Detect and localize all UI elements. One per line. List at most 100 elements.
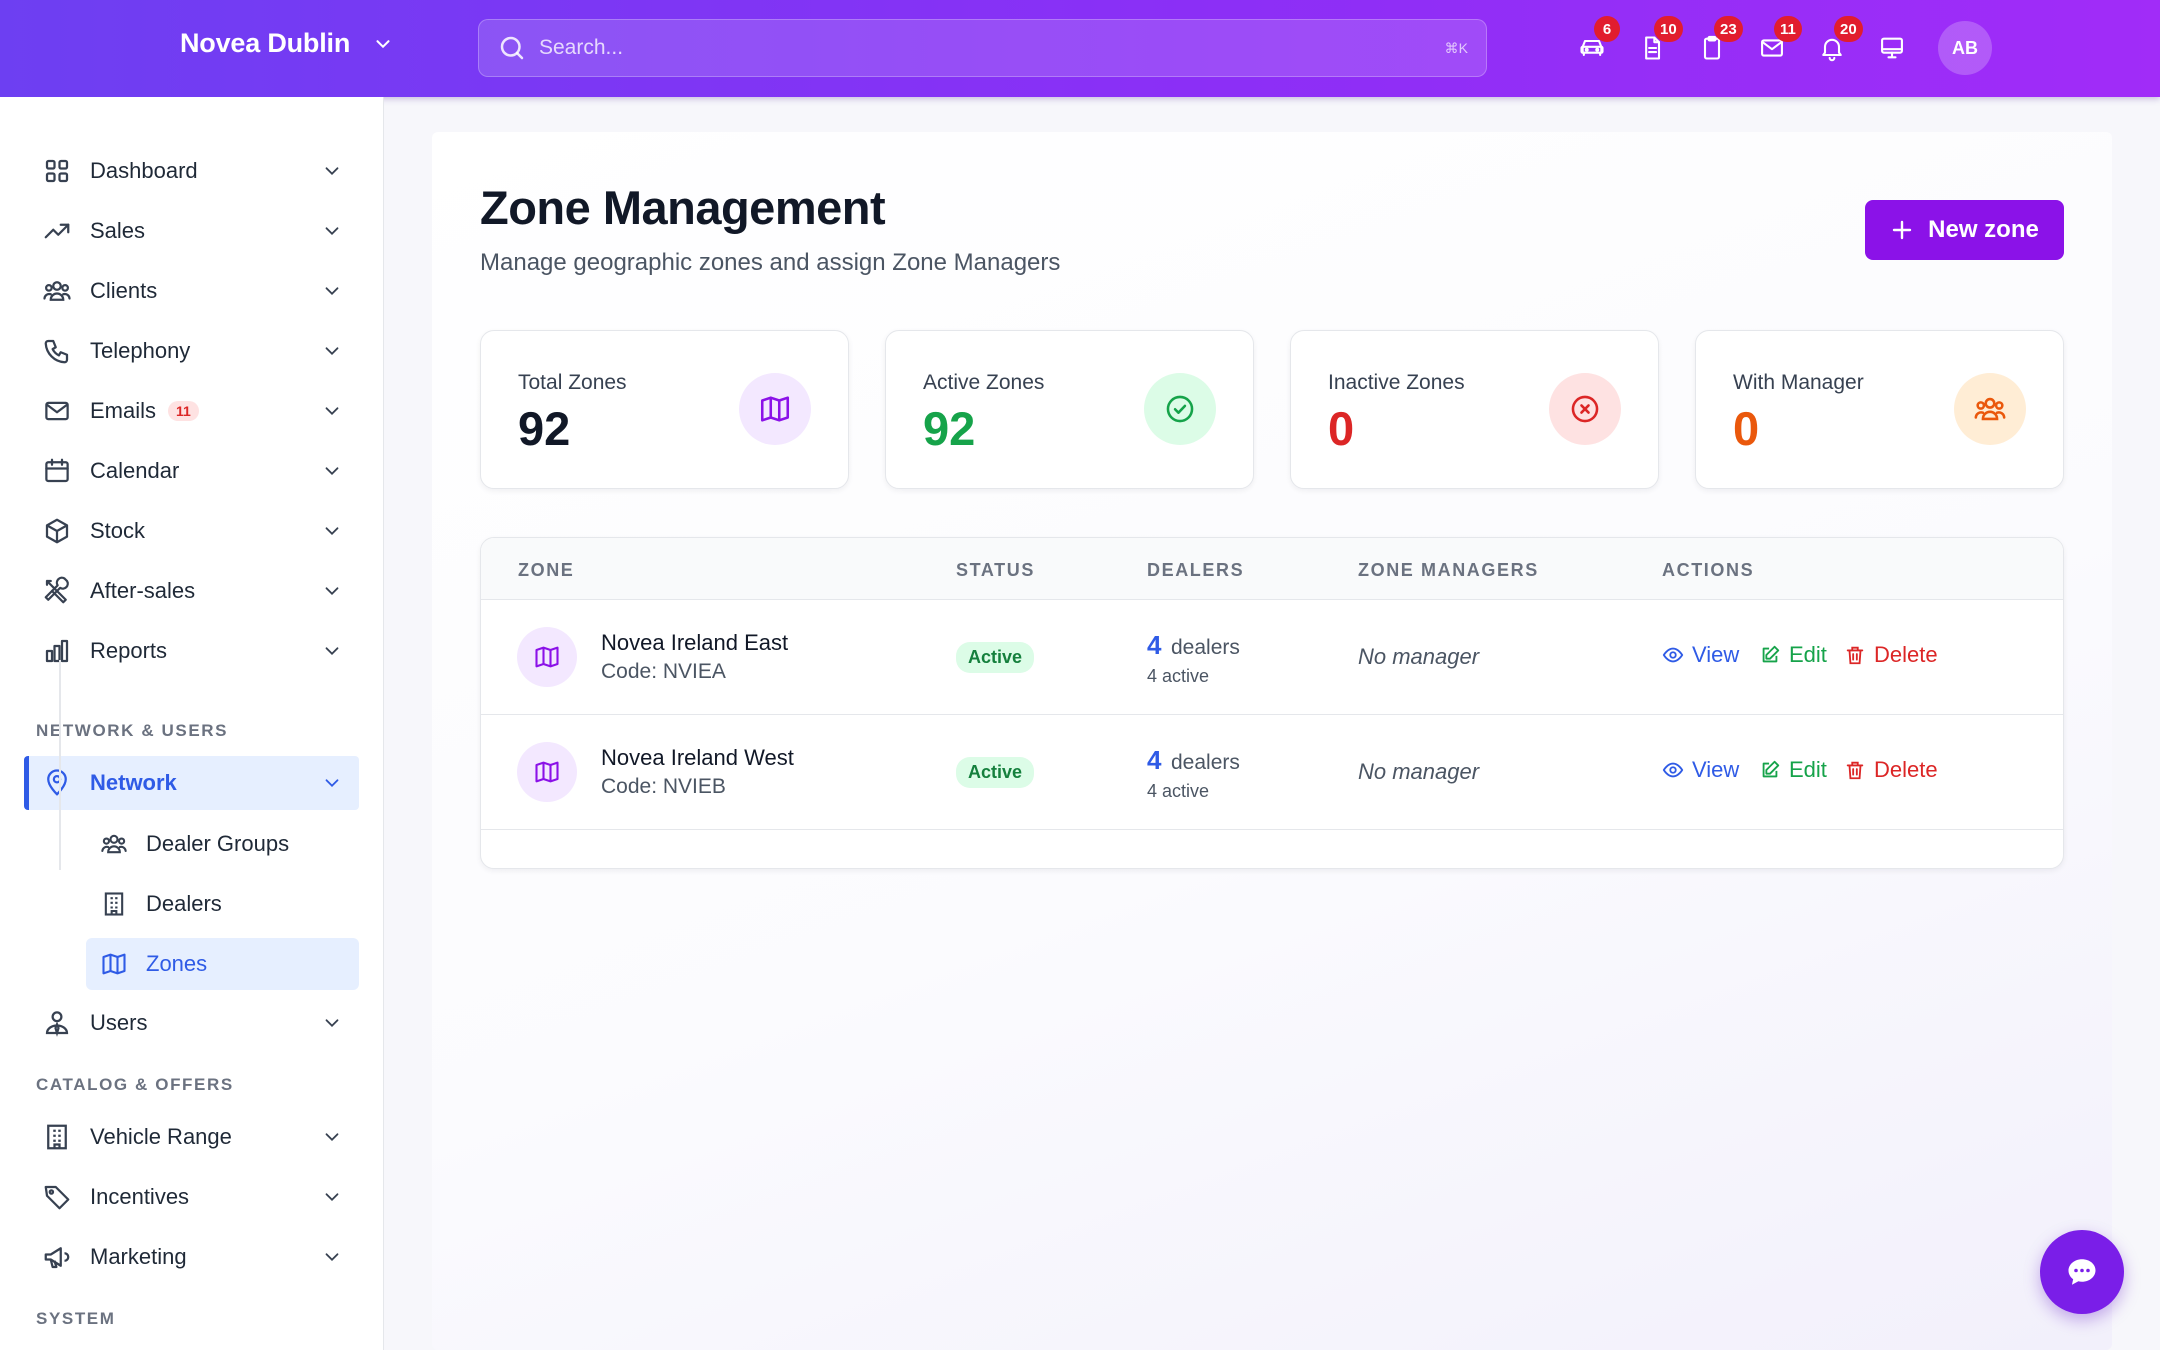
sidebar-item-label: Marketing (90, 1244, 187, 1269)
sidebar-item-incentives[interactable]: Incentives (24, 1170, 359, 1224)
chevron-down-icon (325, 467, 339, 476)
sidebar-subitem-zones[interactable]: Zones (86, 938, 359, 990)
zones-table: ZONE STATUS DEALERS ZONE MANAGERS ACTION… (480, 537, 2064, 869)
users-icon (1974, 397, 2006, 421)
new-zone-label: New zone (1928, 216, 2039, 243)
sidebar-subitem-label: Dealer Groups (146, 831, 290, 856)
chevron-down-icon (325, 1193, 339, 1202)
view-label: View (1692, 757, 1740, 782)
tools-icon (44, 576, 69, 604)
sidebar-item-label: Dashboard (90, 158, 198, 183)
sidebar-subitem-dealers[interactable]: Dealers (86, 878, 359, 930)
delete-button[interactable]: Delete (1844, 757, 1938, 783)
stat-card-inactive-zones: Inactive Zones 0 (1290, 330, 1659, 489)
tasks-button[interactable]: 23 (1682, 16, 1743, 72)
sidebar-item-marketing[interactable]: Marketing (24, 1230, 359, 1284)
sidebar-subitem-dealer-groups[interactable]: Dealer Groups (86, 818, 359, 870)
status-badge: Active (956, 642, 1035, 673)
notifications-button[interactable]: 20 (1802, 16, 1863, 72)
monitor-icon (1881, 37, 1903, 59)
sidebar-item-label: Incentives (90, 1184, 190, 1209)
stat-label: With Manager (1733, 371, 1864, 394)
sidebar (0, 97, 384, 1350)
view-button[interactable]: View (1662, 642, 1739, 668)
chevron-down-icon (325, 1253, 339, 1262)
sidebar-item-dashboard[interactable]: Dashboard (24, 144, 359, 198)
notification-badge: 10 (1654, 16, 1683, 42)
sidebar-item-label: Clients (90, 278, 158, 303)
map-icon (760, 396, 790, 422)
emails-count-badge: 11 (168, 401, 199, 421)
stat-card-with-manager: With Manager 0 (1695, 330, 2064, 489)
top-icon-bar: 6 10 23 11 20 (1562, 16, 1922, 72)
dealers-active: 4 active (1147, 666, 1210, 686)
chevron-down-icon (325, 1019, 339, 1028)
chevron-down-icon (325, 407, 339, 416)
chevron-down-icon (325, 1133, 339, 1142)
sidebar-item-sales[interactable]: Sales (24, 204, 359, 258)
workspace-switcher[interactable]: Novea Dublin (180, 28, 394, 59)
user-avatar[interactable]: AB (1938, 21, 1992, 75)
column-header-status: STATUS (956, 560, 1035, 580)
messages-button[interactable]: 11 (1742, 16, 1802, 72)
edit-label: Edit (1789, 642, 1827, 667)
chevron-down-icon (325, 527, 339, 536)
trash-icon (1846, 646, 1864, 665)
documents-button[interactable]: 10 (1622, 16, 1683, 72)
edit-button[interactable]: Edit (1759, 757, 1827, 783)
sidebar-item-label: Stock (90, 518, 146, 543)
new-zone-button[interactable]: New zone (1865, 200, 2064, 260)
sidebar-item-label: Reports (90, 638, 168, 663)
delete-button[interactable]: Delete (1844, 642, 1938, 668)
display-button[interactable] (1862, 24, 1922, 72)
car-icon-button[interactable]: 6 (1562, 16, 1622, 72)
sidebar-item-users[interactable]: Users (24, 996, 359, 1050)
sidebar-item-after-sales[interactable]: After-sales (24, 564, 359, 618)
view-button[interactable]: View (1662, 757, 1739, 783)
search-input[interactable] (539, 36, 1445, 60)
status-badge: Active (956, 757, 1035, 788)
section-label-catalog: CATALOG & OFFERS (36, 1075, 234, 1094)
dealers-label: dealers (1171, 636, 1240, 659)
sidebar-item-vehicle-range[interactable]: Vehicle Range (24, 1110, 359, 1164)
phone-icon (44, 339, 69, 364)
chevron-down-icon (325, 167, 339, 176)
chat-button[interactable] (2040, 1230, 2124, 1314)
trash-icon (1846, 761, 1864, 780)
sidebar-item-label: Emails (90, 398, 157, 423)
delete-label: Delete (1874, 757, 1938, 782)
search-bar[interactable]: ⌘K (478, 19, 1487, 77)
edit-button[interactable]: Edit (1759, 642, 1827, 668)
chevron-down-icon (325, 779, 339, 788)
brand-name: Novea Dublin (180, 28, 351, 58)
trending-up-icon (44, 223, 70, 239)
zone-name: Novea Ireland East (601, 630, 789, 655)
column-header-zone: ZONE (518, 560, 575, 580)
stat-label: Total Zones (518, 371, 627, 394)
edit-icon (1762, 760, 1780, 778)
notification-badge: 23 (1714, 16, 1743, 42)
stat-value: 92 (923, 402, 976, 455)
car-icon (1580, 39, 1604, 57)
x-circle-icon (1571, 395, 1599, 423)
sidebar-item-stock[interactable]: Stock (24, 504, 359, 558)
users-icon (101, 834, 127, 854)
sidebar-item-network[interactable]: Network (24, 756, 359, 810)
dealers-count: 4 (1147, 745, 1162, 775)
chat-bubble-icon (2068, 1259, 2096, 1285)
chevron-down-icon (325, 647, 339, 656)
sidebar-item-emails[interactable]: Emails 11 (24, 384, 359, 438)
sidebar-item-clients[interactable]: Clients (24, 264, 359, 318)
sidebar-item-reports[interactable]: Reports (24, 624, 359, 678)
submenu-rail (59, 660, 61, 870)
sidebar-item-label: Vehicle Range (90, 1124, 232, 1149)
sidebar-item-telephony[interactable]: Telephony (24, 324, 359, 378)
sidebar-subitem-label: Zones (146, 951, 208, 976)
table-row: Novea Ireland East Code: NVIEA Active 4 … (481, 600, 2063, 715)
sidebar-item-calendar[interactable]: Calendar (24, 444, 359, 498)
section-label-network: NETWORK & USERS (36, 721, 229, 740)
chevron-down-icon (325, 347, 339, 356)
building-icon (47, 1124, 67, 1150)
notification-badge: 11 (1774, 16, 1802, 42)
sidebar-item-label: Telephony (90, 338, 191, 363)
